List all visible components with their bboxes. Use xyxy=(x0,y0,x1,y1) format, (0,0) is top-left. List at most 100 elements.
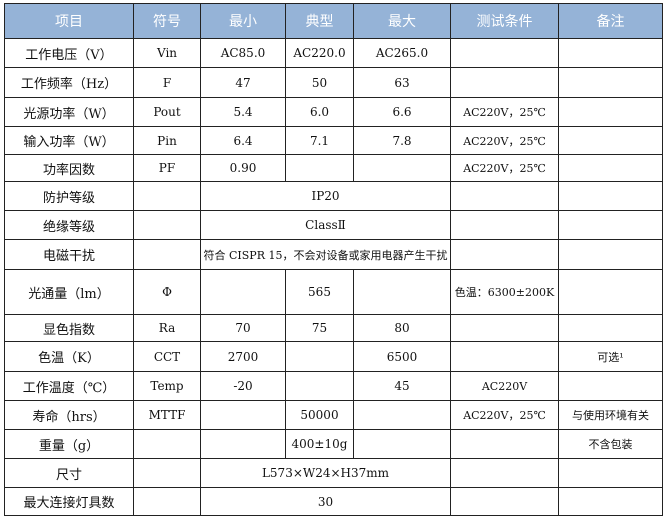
cell-remark xyxy=(558,126,663,155)
cell-test-condition: AC220V，25℃ xyxy=(450,126,559,155)
table-row: 工作频率（Hz） F 47 50 63 xyxy=(4,67,663,98)
spec-table: 项目 符号 最小 典型 最大 测试条件 备注 工作电压（V） Vin AC85.0 A… xyxy=(4,3,663,516)
cell-typical xyxy=(285,371,354,401)
table-row: 显色指数 Ra 70 75 80 xyxy=(4,314,663,342)
cell-remark xyxy=(558,314,663,342)
cell-min: AC85.0 xyxy=(200,38,286,68)
cell-test-condition: AC220V，25℃ xyxy=(450,400,559,430)
cell-max xyxy=(353,154,451,182)
cell-test-condition xyxy=(450,239,559,270)
cell-min xyxy=(200,429,286,459)
cell-symbol: Vin xyxy=(133,38,201,68)
cell-merged-value: ClassⅡ xyxy=(200,210,451,240)
cell-max: 45 xyxy=(353,371,451,401)
cell-item: 重量（g） xyxy=(4,429,134,459)
cell-remark xyxy=(558,38,663,68)
table-row: 寿命（hrs） MTTF 50000 AC220V，25℃ 与使用环境有关 xyxy=(4,400,663,430)
cell-typical: 7.1 xyxy=(285,126,354,155)
cell-max: 63 xyxy=(353,67,451,98)
cell-item: 功率因数 xyxy=(4,154,134,182)
cell-symbol: F xyxy=(133,67,201,98)
cell-item: 防护等级 xyxy=(4,181,134,211)
cell-item: 光源功率（W） xyxy=(4,97,134,127)
cell-min: 70 xyxy=(200,314,286,342)
cell-test-condition xyxy=(450,210,559,240)
header-item: 项目 xyxy=(4,3,134,39)
cell-min: 47 xyxy=(200,67,286,98)
cell-remark: 可选¹ xyxy=(558,341,663,372)
cell-min: -20 xyxy=(200,371,286,401)
cell-typical: 565 xyxy=(285,269,354,315)
cell-test-condition xyxy=(450,458,559,488)
cell-remark xyxy=(558,458,663,488)
cell-item: 工作电压（V） xyxy=(4,38,134,68)
cell-max: AC265.0 xyxy=(353,38,451,68)
table-row: 光通量（lm） Φ 565 色温：6300±200K xyxy=(4,269,663,315)
cell-symbol: CCT xyxy=(133,341,201,372)
table-row: 功率因数 PF 0.90 AC220V，25℃ xyxy=(4,154,663,182)
cell-symbol xyxy=(133,429,201,459)
cell-test-condition xyxy=(450,314,559,342)
cell-test-condition xyxy=(450,429,559,459)
cell-item: 尺寸 xyxy=(4,458,134,488)
cell-remark xyxy=(558,269,663,315)
table-row: 重量（g） 400±10g 不含包装 xyxy=(4,429,663,459)
cell-test-condition xyxy=(450,67,559,98)
cell-typical: AC220.0 xyxy=(285,38,354,68)
cell-merged-value: IP20 xyxy=(200,181,451,211)
cell-test-condition xyxy=(450,487,559,516)
cell-symbol: PF xyxy=(133,154,201,182)
cell-item: 工作频率（Hz） xyxy=(4,67,134,98)
cell-max xyxy=(353,400,451,430)
cell-item: 最大连接灯具数 xyxy=(4,487,134,516)
cell-typical: 75 xyxy=(285,314,354,342)
cell-min xyxy=(200,269,286,315)
cell-min: 2700 xyxy=(200,341,286,372)
cell-test-condition: 色温：6300±200K xyxy=(450,269,559,315)
cell-test-condition: AC220V xyxy=(450,371,559,401)
table-row: 工作电压（V） Vin AC85.0 AC220.0 AC265.0 xyxy=(4,38,663,68)
cell-max: 7.8 xyxy=(353,126,451,155)
header-min: 最小 xyxy=(200,3,286,39)
cell-typical: 400±10g xyxy=(285,429,354,459)
cell-max xyxy=(353,429,451,459)
table-row: 电磁干扰 符合 CISPR 15，不会对设备或家用电器产生干扰 xyxy=(4,239,663,270)
cell-min: 0.90 xyxy=(200,154,286,182)
cell-test-condition xyxy=(450,38,559,68)
cell-remark xyxy=(558,487,663,516)
cell-merged-value: 符合 CISPR 15，不会对设备或家用电器产生干扰 xyxy=(200,239,451,270)
cell-min xyxy=(200,400,286,430)
header-remark: 备注 xyxy=(558,3,663,39)
table-row: 输入功率（W） Pin 6.4 7.1 7.8 AC220V，25℃ xyxy=(4,126,663,155)
cell-max xyxy=(353,269,451,315)
cell-test-condition: AC220V，25℃ xyxy=(450,154,559,182)
table-row: 最大连接灯具数 30 xyxy=(4,487,663,516)
table-row: 光源功率（W） Pout 5.4 6.0 6.6 AC220V，25℃ xyxy=(4,97,663,127)
cell-symbol: Φ xyxy=(133,269,201,315)
cell-typical: 50000 xyxy=(285,400,354,430)
cell-remark xyxy=(558,239,663,270)
cell-typical: 6.0 xyxy=(285,97,354,127)
header-typical: 典型 xyxy=(285,3,354,39)
cell-remark xyxy=(558,97,663,127)
cell-remark xyxy=(558,181,663,211)
cell-remark xyxy=(558,154,663,182)
cell-symbol: MTTF xyxy=(133,400,201,430)
cell-symbol xyxy=(133,210,201,240)
cell-symbol: Pout xyxy=(133,97,201,127)
cell-symbol xyxy=(133,239,201,270)
cell-item: 电磁干扰 xyxy=(4,239,134,270)
cell-symbol xyxy=(133,181,201,211)
cell-item: 色温（K） xyxy=(4,341,134,372)
cell-remark xyxy=(558,67,663,98)
header-max: 最大 xyxy=(353,3,451,39)
cell-max: 6500 xyxy=(353,341,451,372)
cell-symbol: Pin xyxy=(133,126,201,155)
cell-item: 工作温度（℃） xyxy=(4,371,134,401)
cell-typical: 50 xyxy=(285,67,354,98)
cell-test-condition xyxy=(450,341,559,372)
cell-max: 6.6 xyxy=(353,97,451,127)
cell-merged-value: L573×W24×H37mm xyxy=(200,458,451,488)
cell-symbol: Temp xyxy=(133,371,201,401)
cell-typical xyxy=(285,341,354,372)
